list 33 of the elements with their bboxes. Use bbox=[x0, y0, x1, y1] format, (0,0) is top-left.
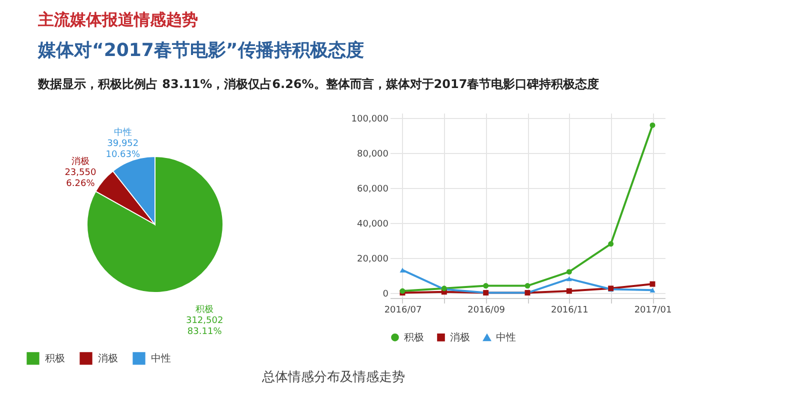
data-label: 积极 312,502 83.11% bbox=[186, 304, 224, 338]
point bbox=[483, 283, 489, 289]
y-tick-label: 40,000 bbox=[357, 219, 389, 230]
x-tick-label: 2016/09 bbox=[468, 306, 506, 316]
y-tick-label: 60,000 bbox=[357, 184, 389, 195]
y-tick-label: 20,000 bbox=[357, 254, 389, 264]
point bbox=[524, 283, 530, 289]
point bbox=[650, 122, 656, 128]
legend-label: 积极 bbox=[404, 331, 424, 344]
point bbox=[400, 268, 406, 272]
y-tick-label: 0 bbox=[382, 289, 389, 300]
legend-label: 中性 bbox=[496, 332, 516, 344]
point bbox=[566, 288, 572, 294]
chart-subtitle: 媒体对“2017春节电影”传播持积极态度 bbox=[38, 39, 364, 62]
y-tick-label: 80,000 bbox=[357, 150, 389, 160]
chart-title: 主流媒体报道情感趋势 bbox=[38, 10, 198, 31]
text: 数据显示，积极比例占 83.11%，消极仅占6.26%。整体而言，媒体对于2017春节电影口碑持积极态度 bbox=[38, 76, 600, 93]
point bbox=[650, 288, 656, 293]
point bbox=[566, 276, 572, 282]
text: 总体情感分布及情感走势 bbox=[262, 369, 405, 386]
legend-label: 积极 bbox=[45, 352, 65, 364]
y-tick-label: 100,000 bbox=[351, 114, 389, 125]
point bbox=[650, 281, 656, 287]
x-tick-label: 2016/11 bbox=[550, 306, 588, 316]
data-label: 中性 39,952 10.63% bbox=[106, 126, 140, 160]
legend-label: 中性 bbox=[151, 352, 171, 364]
x-tick-label: 2016/07 bbox=[384, 306, 422, 316]
data-label: 消极 23,550 6.26% bbox=[64, 156, 96, 189]
point bbox=[608, 241, 614, 247]
legend-label: 消极 bbox=[450, 331, 470, 344]
point bbox=[566, 269, 572, 275]
legend-label: 消极 bbox=[98, 352, 118, 364]
x-tick-label: 2017/01 bbox=[634, 306, 672, 316]
